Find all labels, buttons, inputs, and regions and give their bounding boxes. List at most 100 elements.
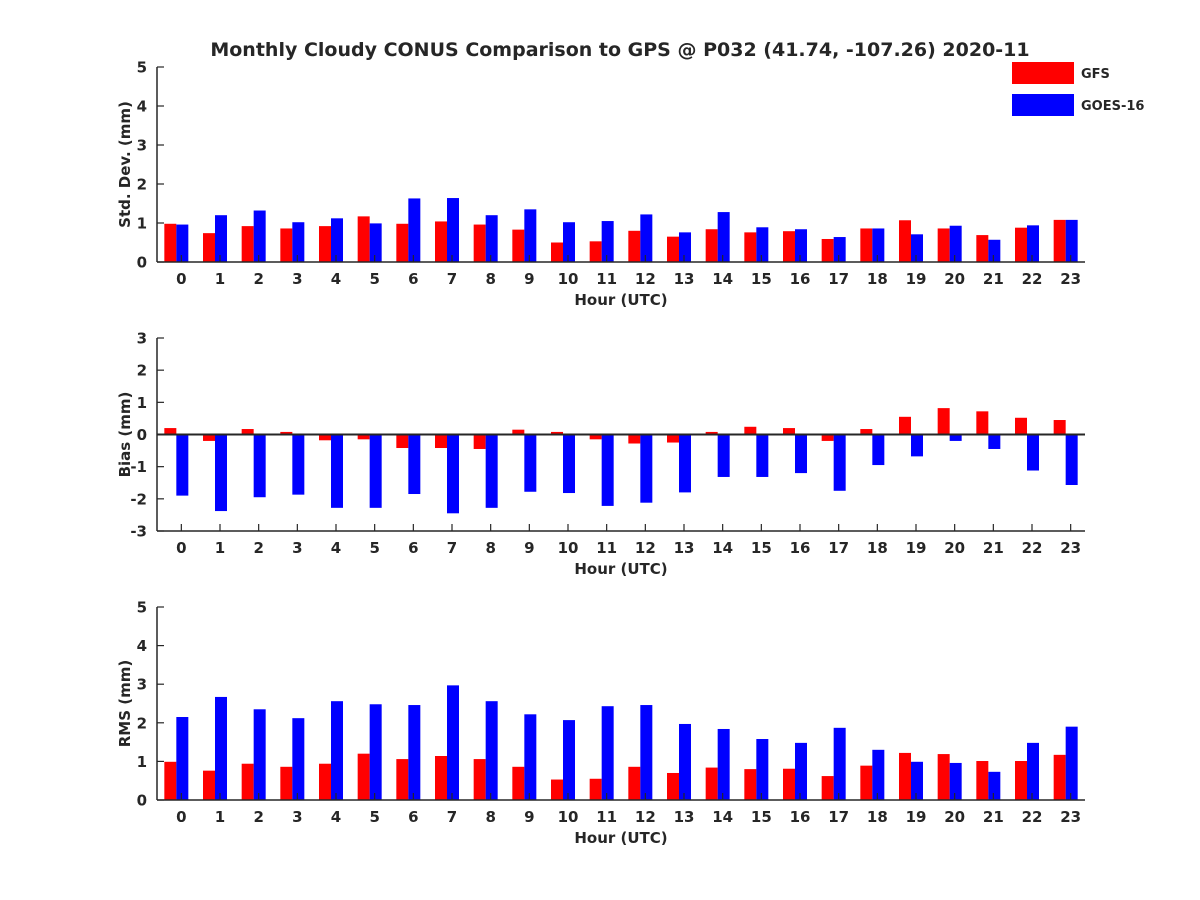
bar-goes-16-hour-9 [524,714,537,800]
bar-gfs-hour-19 [899,220,911,262]
x-tick-label: 3 [292,539,302,557]
x-tick-label: 18 [867,539,888,557]
bar-goes-16-hour-17 [833,434,846,491]
bar-goes-16-hour-19 [911,234,923,262]
bar-gfs-hour-10 [551,242,563,262]
bar-goes-16-hour-9 [524,434,537,492]
y-tick-label: 2 [137,362,147,380]
bar-gfs-hour-20 [937,408,950,435]
bar-goes-16-hour-20 [949,762,962,800]
x-tick-label: 16 [790,539,811,557]
legend-label-goes-16: GOES-16 [1081,99,1144,114]
bar-goes-16-hour-14 [717,212,730,262]
bar-goes-16-hour-22 [1027,225,1039,262]
x-tick-label: 20 [944,539,965,557]
bar-gfs-hour-22 [1015,761,1027,800]
bar-gfs-hour-0 [164,761,177,800]
bar-gfs-hour-19 [899,416,911,435]
x-tick-label: 23 [1060,270,1081,288]
bar-gfs-hour-3 [280,766,293,800]
x-tick-label: 3 [292,808,302,826]
bar-goes-16-hour-2 [253,709,266,800]
bar-gfs-hour-14 [705,767,718,800]
bar-goes-16-hour-11 [601,221,614,262]
legend: GFS GOES-16 [1012,62,1144,116]
bar-gfs-hour-7 [435,221,447,262]
y-tick-label: -2 [130,490,147,508]
x-tick-label: 4 [331,808,341,826]
x-tick-label: 15 [751,539,772,557]
bar-gfs-hour-22 [1015,417,1027,435]
x-tick-label: 7 [447,270,457,288]
x-axis-label: Hour (UTC) [574,291,667,309]
y-tick-label: 0 [137,254,147,272]
x-tick-label: 0 [176,539,186,557]
x-tick-label: 8 [485,808,495,826]
x-tick-label: 13 [674,539,695,557]
bar-gfs-hour-16 [783,231,795,262]
x-tick-label: 14 [712,270,733,288]
bar-goes-16-hour-11 [601,706,614,800]
bar-gfs-hour-3 [280,228,293,262]
bar-goes-16-hour-9 [524,209,537,262]
bar-gfs-hour-18 [860,429,873,435]
bar-gfs-hour-1 [203,434,215,441]
bar-goes-16-hour-11 [601,434,614,506]
bar-goes-16-hour-14 [717,434,730,477]
bar-goes-16-hour-12 [640,705,653,800]
y-tick-label: 1 [137,753,147,771]
bar-gfs-hour-6 [396,759,409,800]
bar-gfs-hour-17 [821,434,834,441]
x-tick-label: 13 [674,270,695,288]
bar-gfs-hour-12 [628,434,641,444]
bar-gfs-hour-9 [512,766,525,800]
bar-gfs-hour-7 [435,434,447,449]
x-tick-label: 21 [983,808,1004,826]
bar-goes-16-hour-0 [176,434,189,496]
x-tick-label: 10 [558,808,579,826]
x-tick-label: 11 [596,270,617,288]
y-tick-label: 3 [137,330,147,348]
bar-goes-16-hour-4 [331,218,343,262]
bar-gfs-hour-1 [203,233,215,262]
bar-goes-16-hour-13 [679,434,691,493]
y-tick-label: 5 [137,59,147,77]
bar-goes-16-hour-4 [331,434,343,508]
bar-gfs-hour-19 [899,752,911,800]
x-tick-label: 23 [1060,539,1081,557]
bar-gfs-hour-5 [357,753,370,800]
bar-goes-16-hour-23 [1065,726,1078,800]
bar-goes-16-hour-1 [215,696,227,800]
bar-goes-16-hour-14 [717,728,730,800]
bar-goes-16-hour-2 [253,210,266,262]
bar-goes-16-hour-22 [1027,742,1039,800]
bar-goes-16-hour-18 [872,749,885,800]
bar-gfs-hour-1 [203,770,215,800]
bar-gfs-hour-23 [1053,219,1066,262]
bar-gfs-hour-14 [705,431,718,435]
bar-gfs-hour-0 [164,428,177,435]
x-tick-label: 8 [485,539,495,557]
bar-gfs-hour-15 [744,769,757,800]
x-tick-label: 15 [751,270,772,288]
x-tick-label: 2 [253,539,263,557]
bar-goes-16-hour-15 [756,739,769,800]
bar-gfs-hour-8 [473,759,486,800]
bar-goes-16-hour-12 [640,434,653,503]
x-tick-label: 15 [751,808,772,826]
bar-goes-16-hour-2 [253,434,266,498]
bar-gfs-hour-6 [396,223,409,262]
bar-gfs-hour-11 [589,434,602,440]
x-tick-label: 0 [176,808,186,826]
bar-gfs-hour-4 [319,226,331,262]
x-tick-label: 2 [253,808,263,826]
bar-gfs-hour-2 [241,763,254,800]
bar-goes-16-hour-18 [872,434,885,466]
bar-goes-16-hour-1 [215,434,227,512]
y-tick-label: 0 [137,792,147,810]
x-tick-label: 9 [524,539,534,557]
bar-gfs-hour-10 [551,431,563,435]
x-tick-label: 11 [596,539,617,557]
x-tick-label: 11 [596,808,617,826]
